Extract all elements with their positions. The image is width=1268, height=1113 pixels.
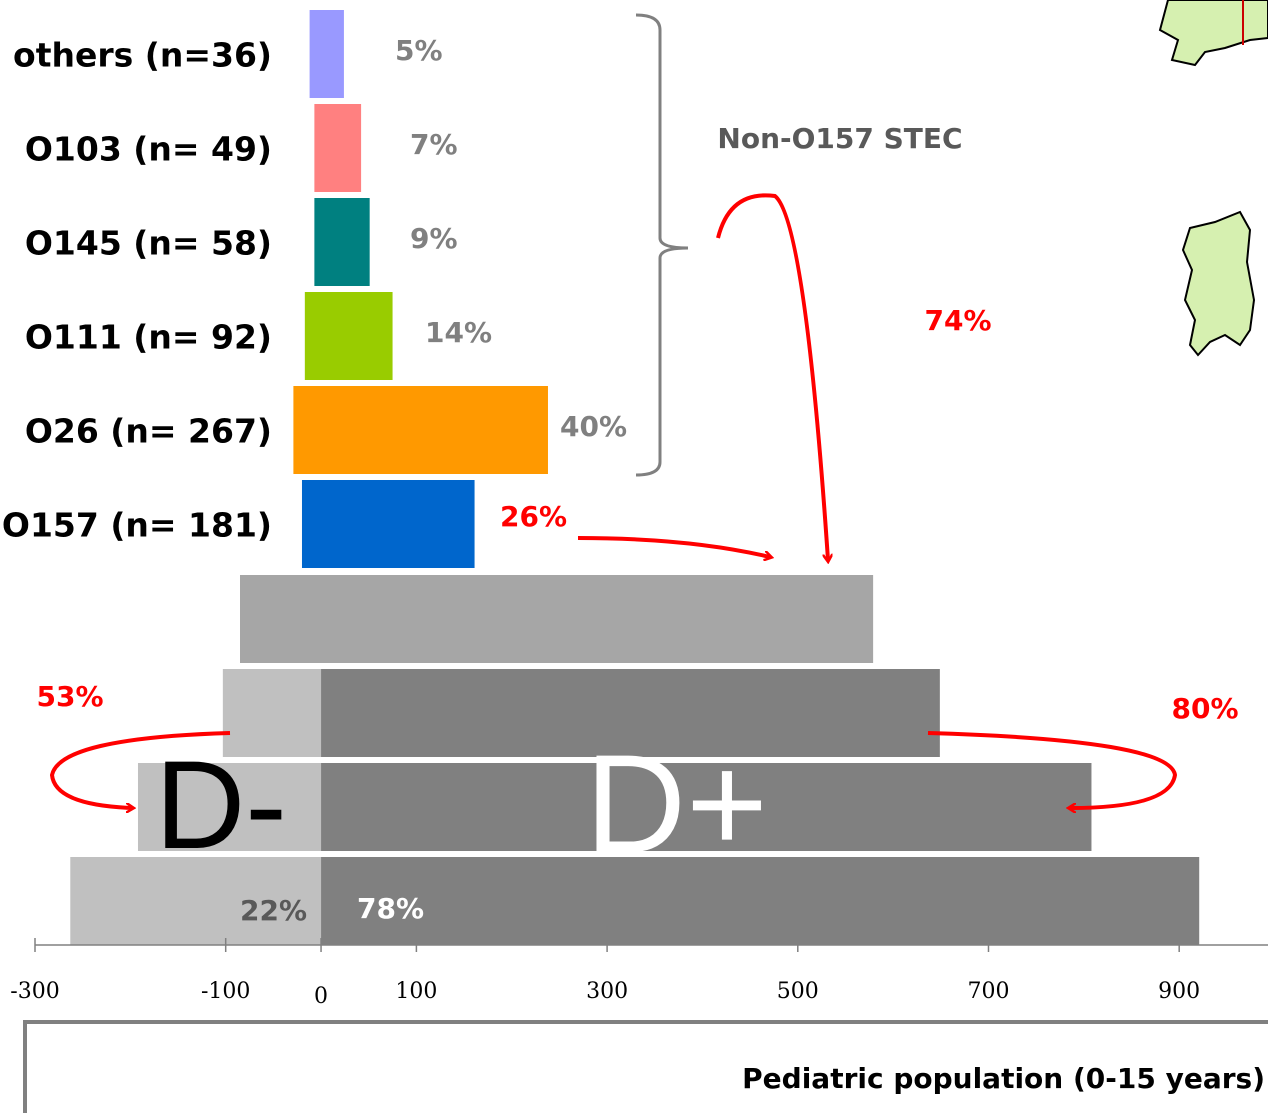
xlabel-box	[23, 1020, 1268, 1113]
x-tick-label: 500	[777, 979, 819, 1004]
category-label: others (n=36)	[13, 36, 272, 75]
series-label: D+	[585, 725, 768, 882]
bracket	[635, 13, 689, 477]
share-label: 53%	[36, 680, 103, 713]
bar	[293, 386, 548, 474]
map-sardinia	[1181, 210, 1256, 357]
bar	[222, 669, 322, 757]
x-tick-label: -300	[10, 979, 59, 1004]
bar	[314, 104, 362, 192]
category-label: O103 (n= 49)	[25, 130, 272, 169]
x-axis-label: Pediatric population (0-15 years)	[742, 1062, 1265, 1095]
bar	[301, 480, 475, 568]
x-tick-label: -100	[201, 979, 250, 1004]
bar	[309, 10, 344, 98]
x-tick-label: 300	[586, 979, 628, 1004]
bar	[321, 669, 940, 757]
value-label: 9%	[410, 222, 458, 255]
value-label: 5%	[395, 34, 443, 67]
map-mainland	[1158, 0, 1268, 67]
bar	[314, 198, 370, 286]
category-label: O26 (n= 267)	[25, 412, 272, 451]
arrow	[49, 731, 231, 808]
share-label: 78%	[357, 892, 424, 925]
x-tick-label: 900	[1158, 979, 1200, 1004]
series-label: D-	[155, 736, 287, 875]
map-icons	[1158, 0, 1268, 357]
category-label: O145 (n= 58)	[25, 224, 272, 263]
x-tick-label: 700	[967, 979, 1009, 1004]
value-label: 7%	[410, 128, 458, 161]
bar	[321, 857, 1200, 945]
category-label: O111 (n= 92)	[25, 318, 272, 357]
share-label: 80%	[1171, 692, 1238, 725]
value-label: 14%	[425, 316, 492, 349]
arrow	[716, 193, 828, 560]
x-tick-label: 0	[314, 984, 328, 1009]
bracket-label: Non-O157 STEC	[717, 122, 962, 155]
share-label: 74%	[924, 304, 991, 337]
arrow	[577, 536, 770, 557]
x-tick-label: 100	[395, 979, 437, 1004]
value-label: 26%	[500, 500, 567, 533]
arrow	[927, 731, 1178, 808]
bar	[321, 763, 1092, 851]
category-label: O157 (n= 181)	[2, 506, 272, 545]
bar	[70, 857, 322, 945]
bar	[137, 763, 322, 851]
bar	[240, 575, 874, 663]
value-label: 40%	[560, 410, 627, 443]
bar	[304, 292, 393, 380]
share-label: 22%	[240, 894, 307, 927]
